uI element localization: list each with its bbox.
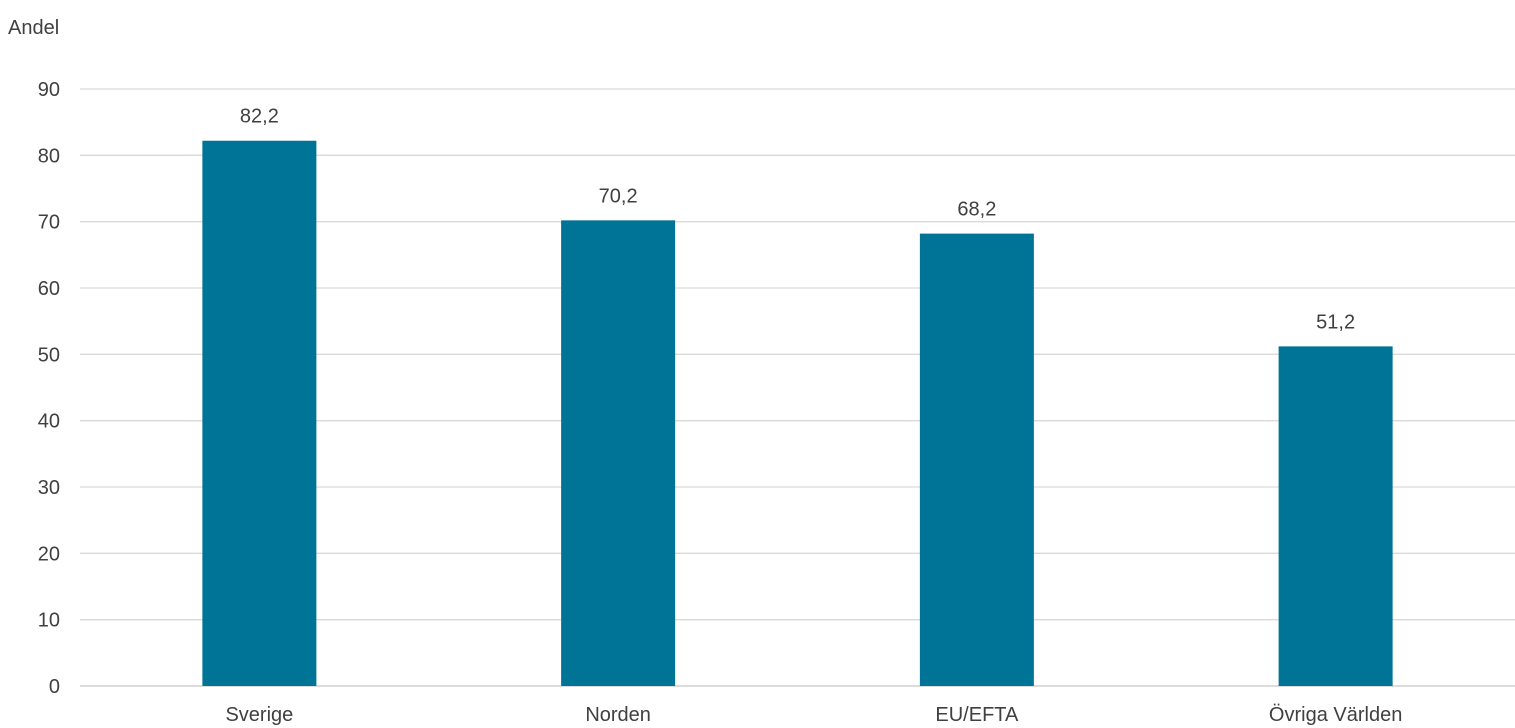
y-tick-label: 80 — [38, 145, 60, 167]
y-tick-label: 20 — [38, 543, 60, 565]
bar — [1278, 346, 1393, 686]
y-tick-label: 90 — [38, 79, 60, 101]
x-category-label: Norden — [585, 704, 651, 726]
y-tick-label: 60 — [38, 278, 60, 300]
data-label: 82,2 — [240, 106, 279, 128]
y-tick-label: 10 — [38, 610, 60, 632]
y-tick-label: 70 — [38, 212, 60, 234]
y-tick-label: 40 — [38, 411, 60, 433]
data-labels: 82,2 70,2 68,2 51,2 — [240, 106, 1355, 334]
bar — [561, 220, 676, 686]
data-label: 70,2 — [599, 185, 638, 207]
y-axis-ticks: 0 10 20 30 40 50 60 70 80 90 — [38, 79, 60, 698]
x-category-label: Övriga Världen — [1269, 704, 1402, 726]
gridlines — [80, 88, 1515, 687]
data-label: 51,2 — [1316, 311, 1355, 333]
x-axis-categories: Sverige Norden EU/EFTA Övriga Världen — [225, 704, 1402, 726]
bar — [919, 233, 1034, 686]
y-axis-label: Andel — [8, 17, 59, 39]
y-tick-label: 30 — [38, 477, 60, 499]
bar — [202, 140, 317, 687]
x-category-label: Sverige — [225, 704, 293, 726]
x-category-label: EU/EFTA — [935, 704, 1019, 726]
y-tick-label: 50 — [38, 344, 60, 366]
data-label: 68,2 — [957, 199, 996, 221]
y-tick-label: 0 — [49, 676, 60, 698]
bars — [202, 140, 1393, 687]
